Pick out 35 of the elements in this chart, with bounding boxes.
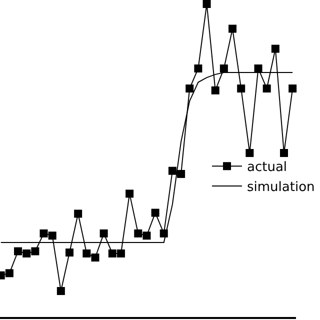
point — [246, 148, 254, 157]
point — [151, 208, 160, 217]
point — [40, 229, 48, 238]
point — [31, 247, 40, 256]
point — [116, 249, 125, 258]
point — [228, 24, 237, 33]
point — [280, 148, 288, 157]
point — [48, 232, 56, 240]
point — [271, 44, 280, 53]
point — [202, 0, 211, 8]
legend-label: simulation — [247, 180, 315, 196]
point — [56, 287, 65, 296]
point — [142, 232, 151, 240]
point — [186, 84, 194, 93]
point — [66, 248, 74, 257]
point — [108, 249, 116, 258]
point — [254, 64, 262, 72]
point — [262, 84, 271, 93]
point — [126, 190, 134, 198]
point — [100, 229, 108, 238]
point — [134, 229, 142, 238]
point — [288, 84, 297, 93]
legend-label: actual — [247, 160, 288, 176]
point — [237, 84, 246, 93]
point — [14, 247, 22, 256]
point — [177, 170, 186, 178]
point — [91, 254, 100, 262]
point — [168, 166, 176, 175]
point — [211, 86, 220, 94]
point — [220, 64, 228, 72]
point — [5, 269, 14, 278]
point — [194, 64, 202, 72]
point — [82, 249, 91, 258]
point — [22, 249, 31, 258]
point — [74, 210, 82, 218]
